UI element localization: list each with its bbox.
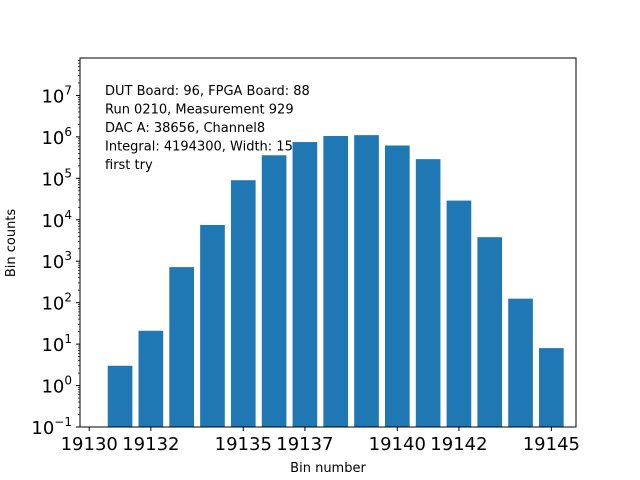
y-tick-label: 106 bbox=[41, 125, 72, 149]
annotation-line: first try bbox=[105, 158, 153, 173]
y-tick-label: 103 bbox=[41, 249, 72, 273]
bar-19145 bbox=[539, 348, 564, 427]
bar-19137 bbox=[292, 142, 318, 428]
y-tick-label: 102 bbox=[41, 291, 72, 315]
x-tick-label: 19130 bbox=[61, 434, 118, 455]
bar-19140 bbox=[384, 145, 410, 428]
bars-group bbox=[107, 135, 564, 428]
y-axis-label: Bin counts bbox=[4, 209, 19, 278]
x-tick-label: 19140 bbox=[369, 434, 426, 455]
annotation-line: DAC A: 38656, Channel8 bbox=[105, 121, 265, 136]
y-tick-label: 105 bbox=[41, 166, 72, 190]
y-tick-label: 100 bbox=[41, 374, 72, 398]
y-ticks-group: 10−1 100 101 102 103 104 105 106 107 bbox=[31, 60, 80, 439]
bar-19143 bbox=[477, 237, 503, 427]
bar-19136 bbox=[261, 155, 287, 427]
x-tick-label: 19132 bbox=[122, 434, 179, 455]
x-ticks-group: 19130 19132 19135 19137 19140 19142 19145 bbox=[61, 427, 580, 455]
x-tick-label: 19142 bbox=[430, 434, 487, 455]
axes-group bbox=[79, 57, 577, 428]
bar-19141 bbox=[415, 159, 441, 427]
x-tick-label: 19135 bbox=[215, 434, 272, 455]
annotation-line: Run 0210, Measurement 929 bbox=[105, 103, 294, 118]
plot-frame bbox=[79, 57, 577, 428]
bar-19139 bbox=[354, 135, 379, 427]
y-tick-label: 107 bbox=[41, 83, 72, 107]
x-tick-label: 19145 bbox=[523, 434, 580, 455]
y-tick-label: 101 bbox=[41, 332, 72, 356]
bar-19138 bbox=[323, 136, 349, 427]
x-axis-label: Bin number bbox=[290, 461, 366, 476]
bar-19135 bbox=[230, 180, 256, 427]
y-tick-label: 104 bbox=[41, 208, 72, 232]
annotation-line: Integral: 4194300, Width: 15 bbox=[105, 140, 293, 155]
annotation-line: DUT Board: 96, FPGA Board: 88 bbox=[105, 84, 310, 99]
bar-19144 bbox=[508, 298, 533, 427]
bar-19134 bbox=[200, 224, 225, 427]
bar-19133 bbox=[169, 267, 194, 427]
annotation-block: DUT Board: 96, FPGA Board: 88 Run 0210, M… bbox=[105, 84, 310, 173]
bar-19131 bbox=[107, 365, 133, 427]
bar-19132 bbox=[138, 330, 164, 427]
x-tick-label: 19137 bbox=[276, 434, 333, 455]
bar-19142 bbox=[446, 200, 472, 427]
y-tick-label: 10−1 bbox=[31, 415, 72, 439]
